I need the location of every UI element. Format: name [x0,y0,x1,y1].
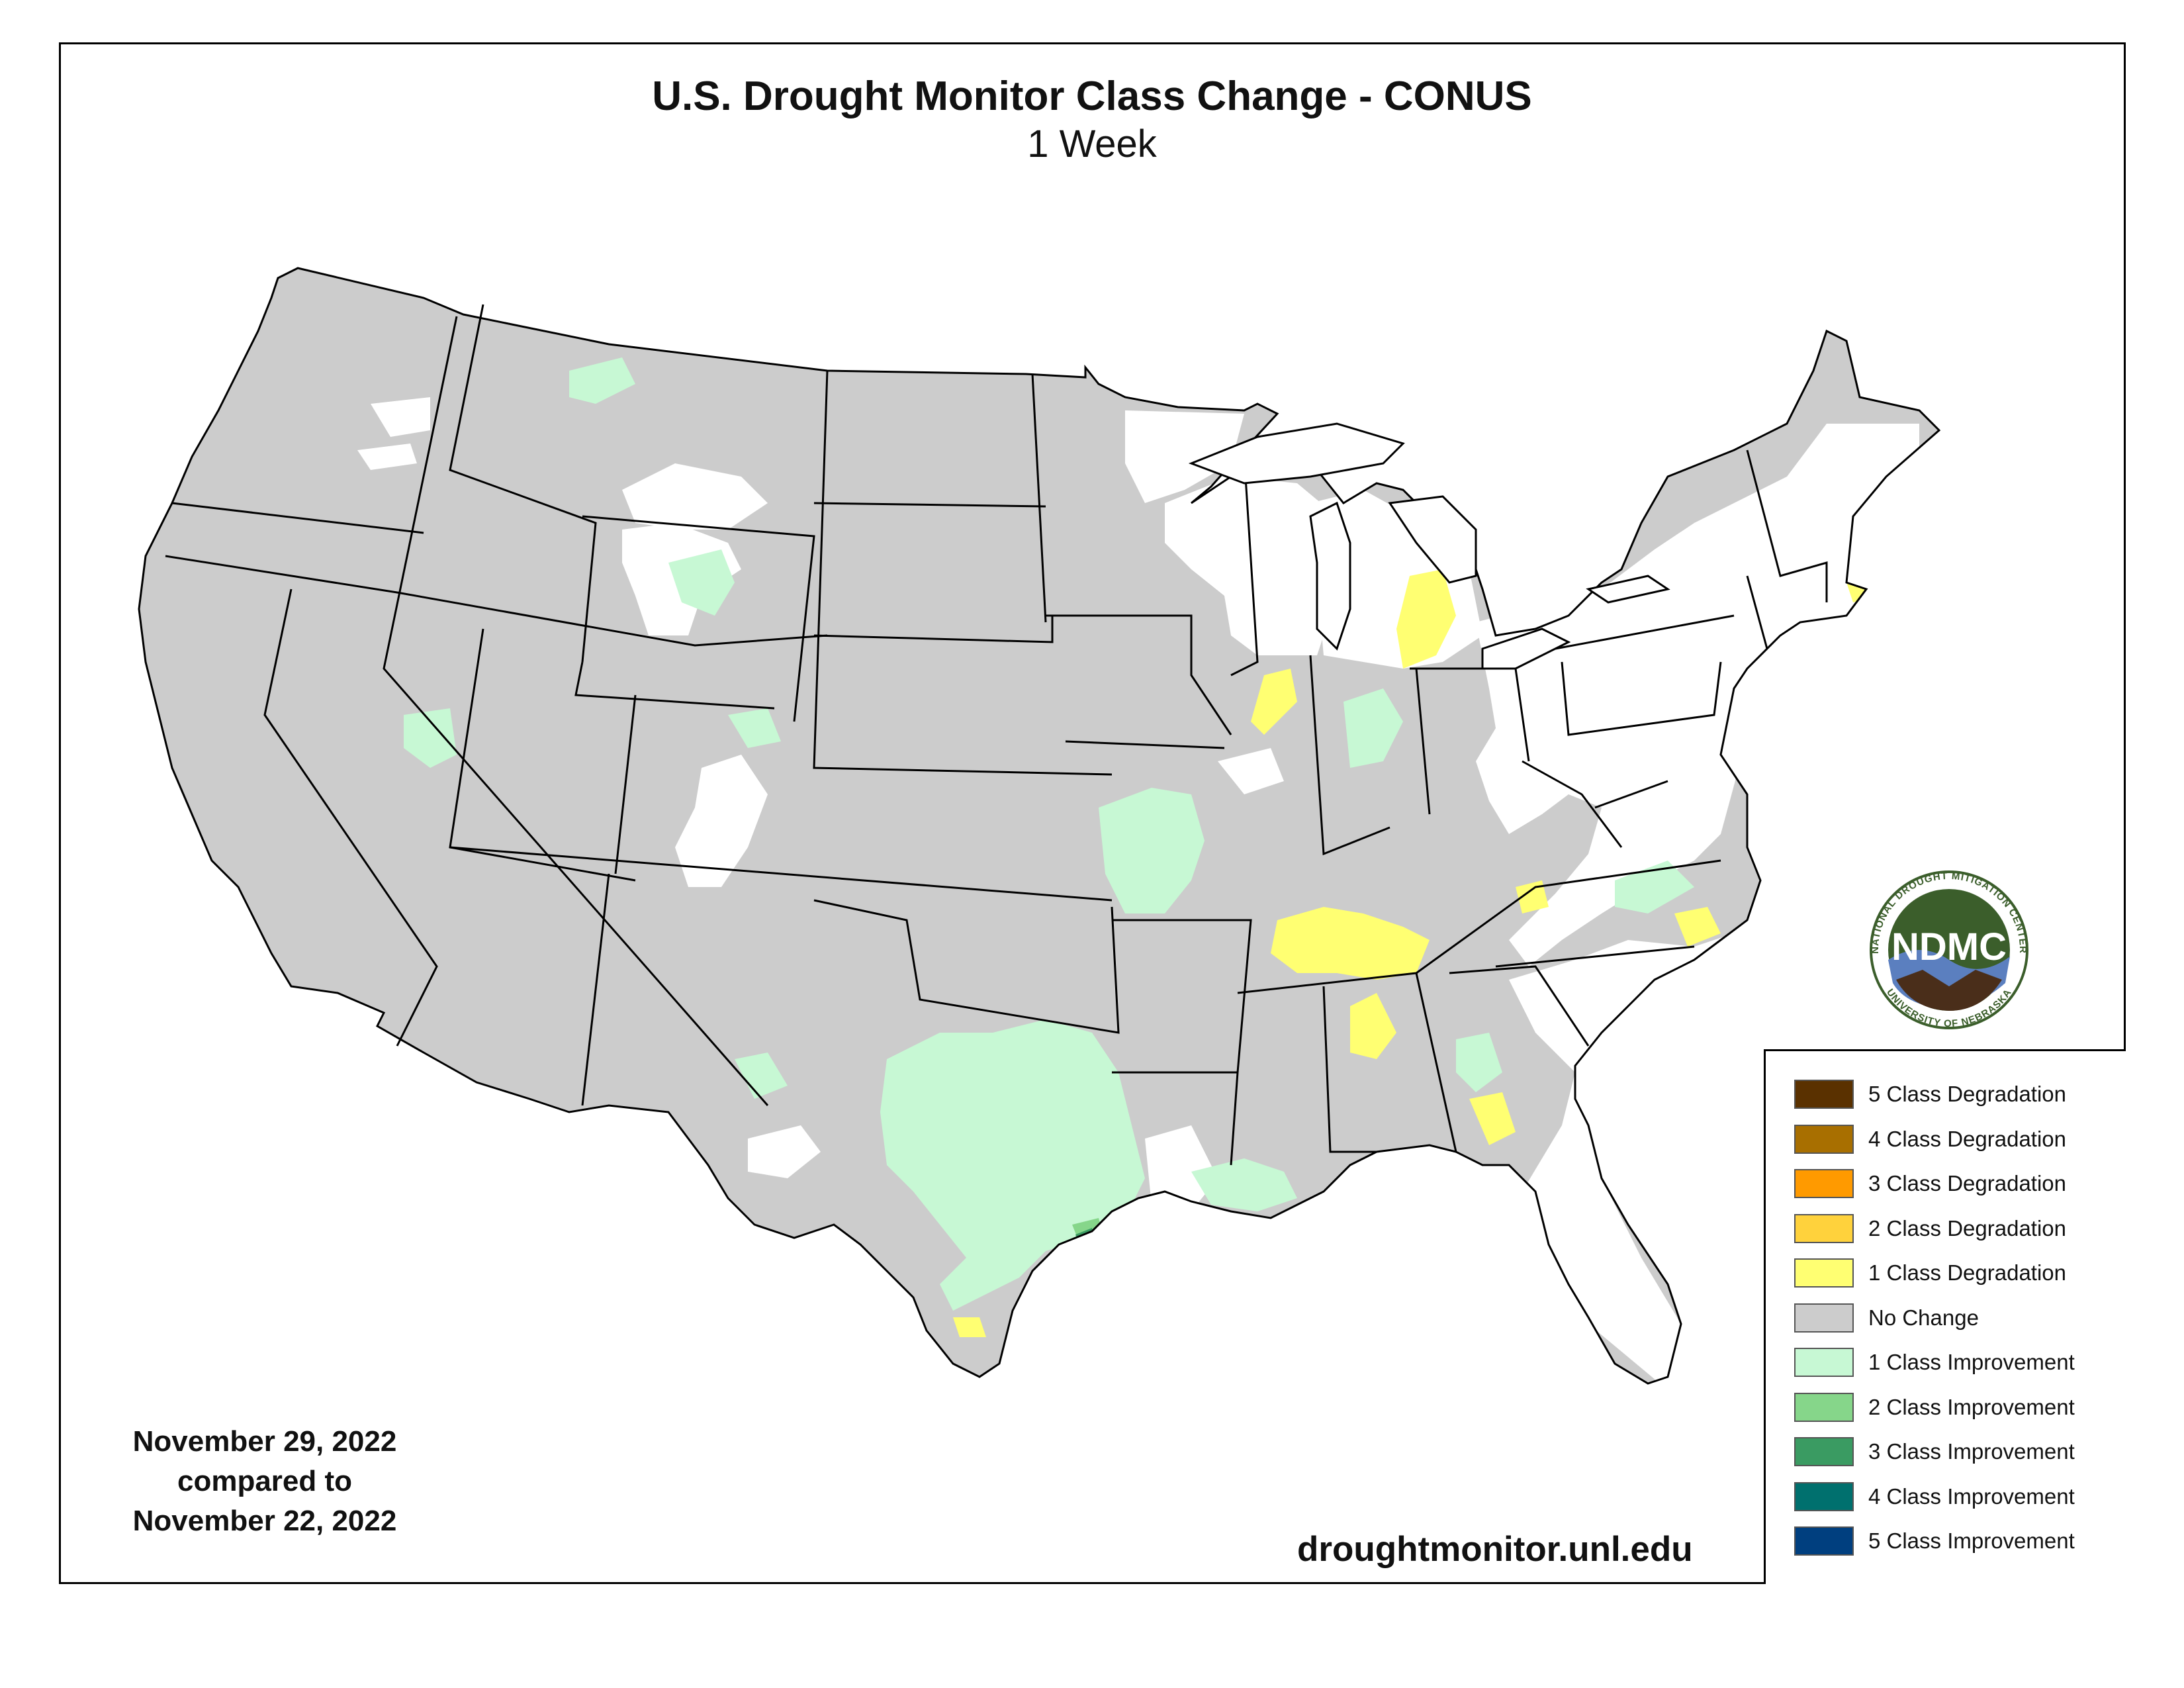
legend-swatch [1794,1124,1854,1154]
degradation-alabama [1350,993,1396,1059]
no-drought-east [1476,424,1919,966]
no-drought-southeast [1509,933,1734,1383]
improvement-new-mexico [735,1053,788,1099]
map-subtitle: 1 Week [1027,122,1157,165]
previous-date: November 22, 2022 [132,1505,397,1537]
legend: 5 Class Degradation 4 Class Degradation 3 … [1764,1049,2126,1584]
degradation-illinois [1251,669,1297,735]
degradation-south-texas [953,1317,986,1337]
legend-label: 2 Class Degradation [1868,1215,2066,1241]
no-drought-illinois [1218,748,1284,794]
legend-item: No Change [1794,1303,1979,1333]
legend-label: 5 Class Degradation [1868,1082,2066,1106]
legend-item: 5 Class Degradation [1794,1080,2066,1109]
legend-swatch [1794,1481,1854,1511]
legend-label: 3 Class Improvement [1868,1439,2075,1464]
legend-item: 5 Class Improvement [1794,1526,2075,1556]
degradation-kentucky [1516,880,1549,914]
legend-item: 3 Class Improvement [1794,1437,2075,1466]
legend-item: 4 Class Improvement [1794,1481,2075,1511]
no-drought-texas-west [748,1125,821,1178]
date-comparison: November 29, 2022 compared to November 2… [99,1422,430,1541]
legend-item: 4 Class Degradation [1794,1124,2066,1154]
legend-swatch [1794,1080,1854,1109]
map-title: U.S. Drought Monitor Class Change - CONU… [652,73,1532,119]
no-drought-colorado [675,755,768,887]
improvement-colorado [728,708,781,748]
no-drought-oregon [357,444,417,470]
improvement-nevada [404,708,457,768]
legend-label: 5 Class Improvement [1868,1528,2075,1553]
legend-item: 1 Class Degradation [1794,1258,2066,1288]
improvement-georgia [1456,1033,1502,1092]
lake-erie [1481,628,1571,670]
legend-item: 1 Class Improvement [1794,1348,2075,1377]
current-date: November 29, 2022 [132,1425,397,1458]
change-areas [357,357,1919,1383]
legend-swatch [1794,1392,1854,1422]
legend-swatch [1794,1348,1854,1377]
lake-ontario [1586,575,1670,604]
lake-superior [1188,422,1405,485]
legend-label: 3 Class Degradation [1868,1171,2066,1196]
legend-label: 1 Class Degradation [1868,1260,2066,1285]
legend-swatch [1794,1303,1854,1333]
website-url[interactable]: droughtmonitor.unl.edu [1297,1530,1693,1569]
legend-swatch [1794,1437,1854,1466]
ndmc-acronym: NDMC [1891,925,2007,968]
legend-swatch [1794,1213,1854,1243]
no-drought-washington [371,397,430,437]
improvement-wyoming [668,549,735,616]
legend-item: 2 Class Improvement [1794,1392,2075,1422]
no-drought-montana [622,463,768,530]
great-lakes [1188,422,1670,670]
legend-swatch [1794,1169,1854,1198]
no-drought-minnesota-east [1125,410,1244,503]
ndmc-logo: NDMC NATIONAL DROUGHT MITIGATION CENTER … [1870,870,2028,1029]
legend-item: 2 Class Degradation [1794,1213,2066,1243]
lake-michigan [1309,501,1351,651]
legend-label: 1 Class Improvement [1868,1350,2075,1374]
improvement-indiana [1343,688,1403,768]
lake-huron [1388,495,1477,584]
improvement-oklahoma-missouri [1099,788,1205,914]
degradation-florida [1469,1092,1516,1145]
degradation-north-carolina [1674,907,1721,947]
legend-item: 3 Class Degradation [1794,1169,2066,1198]
legend-swatch [1794,1526,1854,1556]
degradation-tennessee [1271,907,1430,980]
legend-label: 4 Class Degradation [1868,1126,2066,1151]
legend-label: 4 Class Improvement [1868,1483,2075,1509]
improvement-louisiana [1191,1158,1297,1211]
degradation-michigan [1396,569,1456,669]
legend-label: 2 Class Improvement [1868,1394,2075,1419]
compared-to-label: compared to [177,1465,353,1497]
legend-swatch [1794,1258,1854,1288]
improvement-montana [569,357,635,404]
state-boundaries [138,267,1940,1385]
no-drought-texas-east [1145,1125,1218,1211]
legend-label: No Change [1868,1305,1979,1330]
